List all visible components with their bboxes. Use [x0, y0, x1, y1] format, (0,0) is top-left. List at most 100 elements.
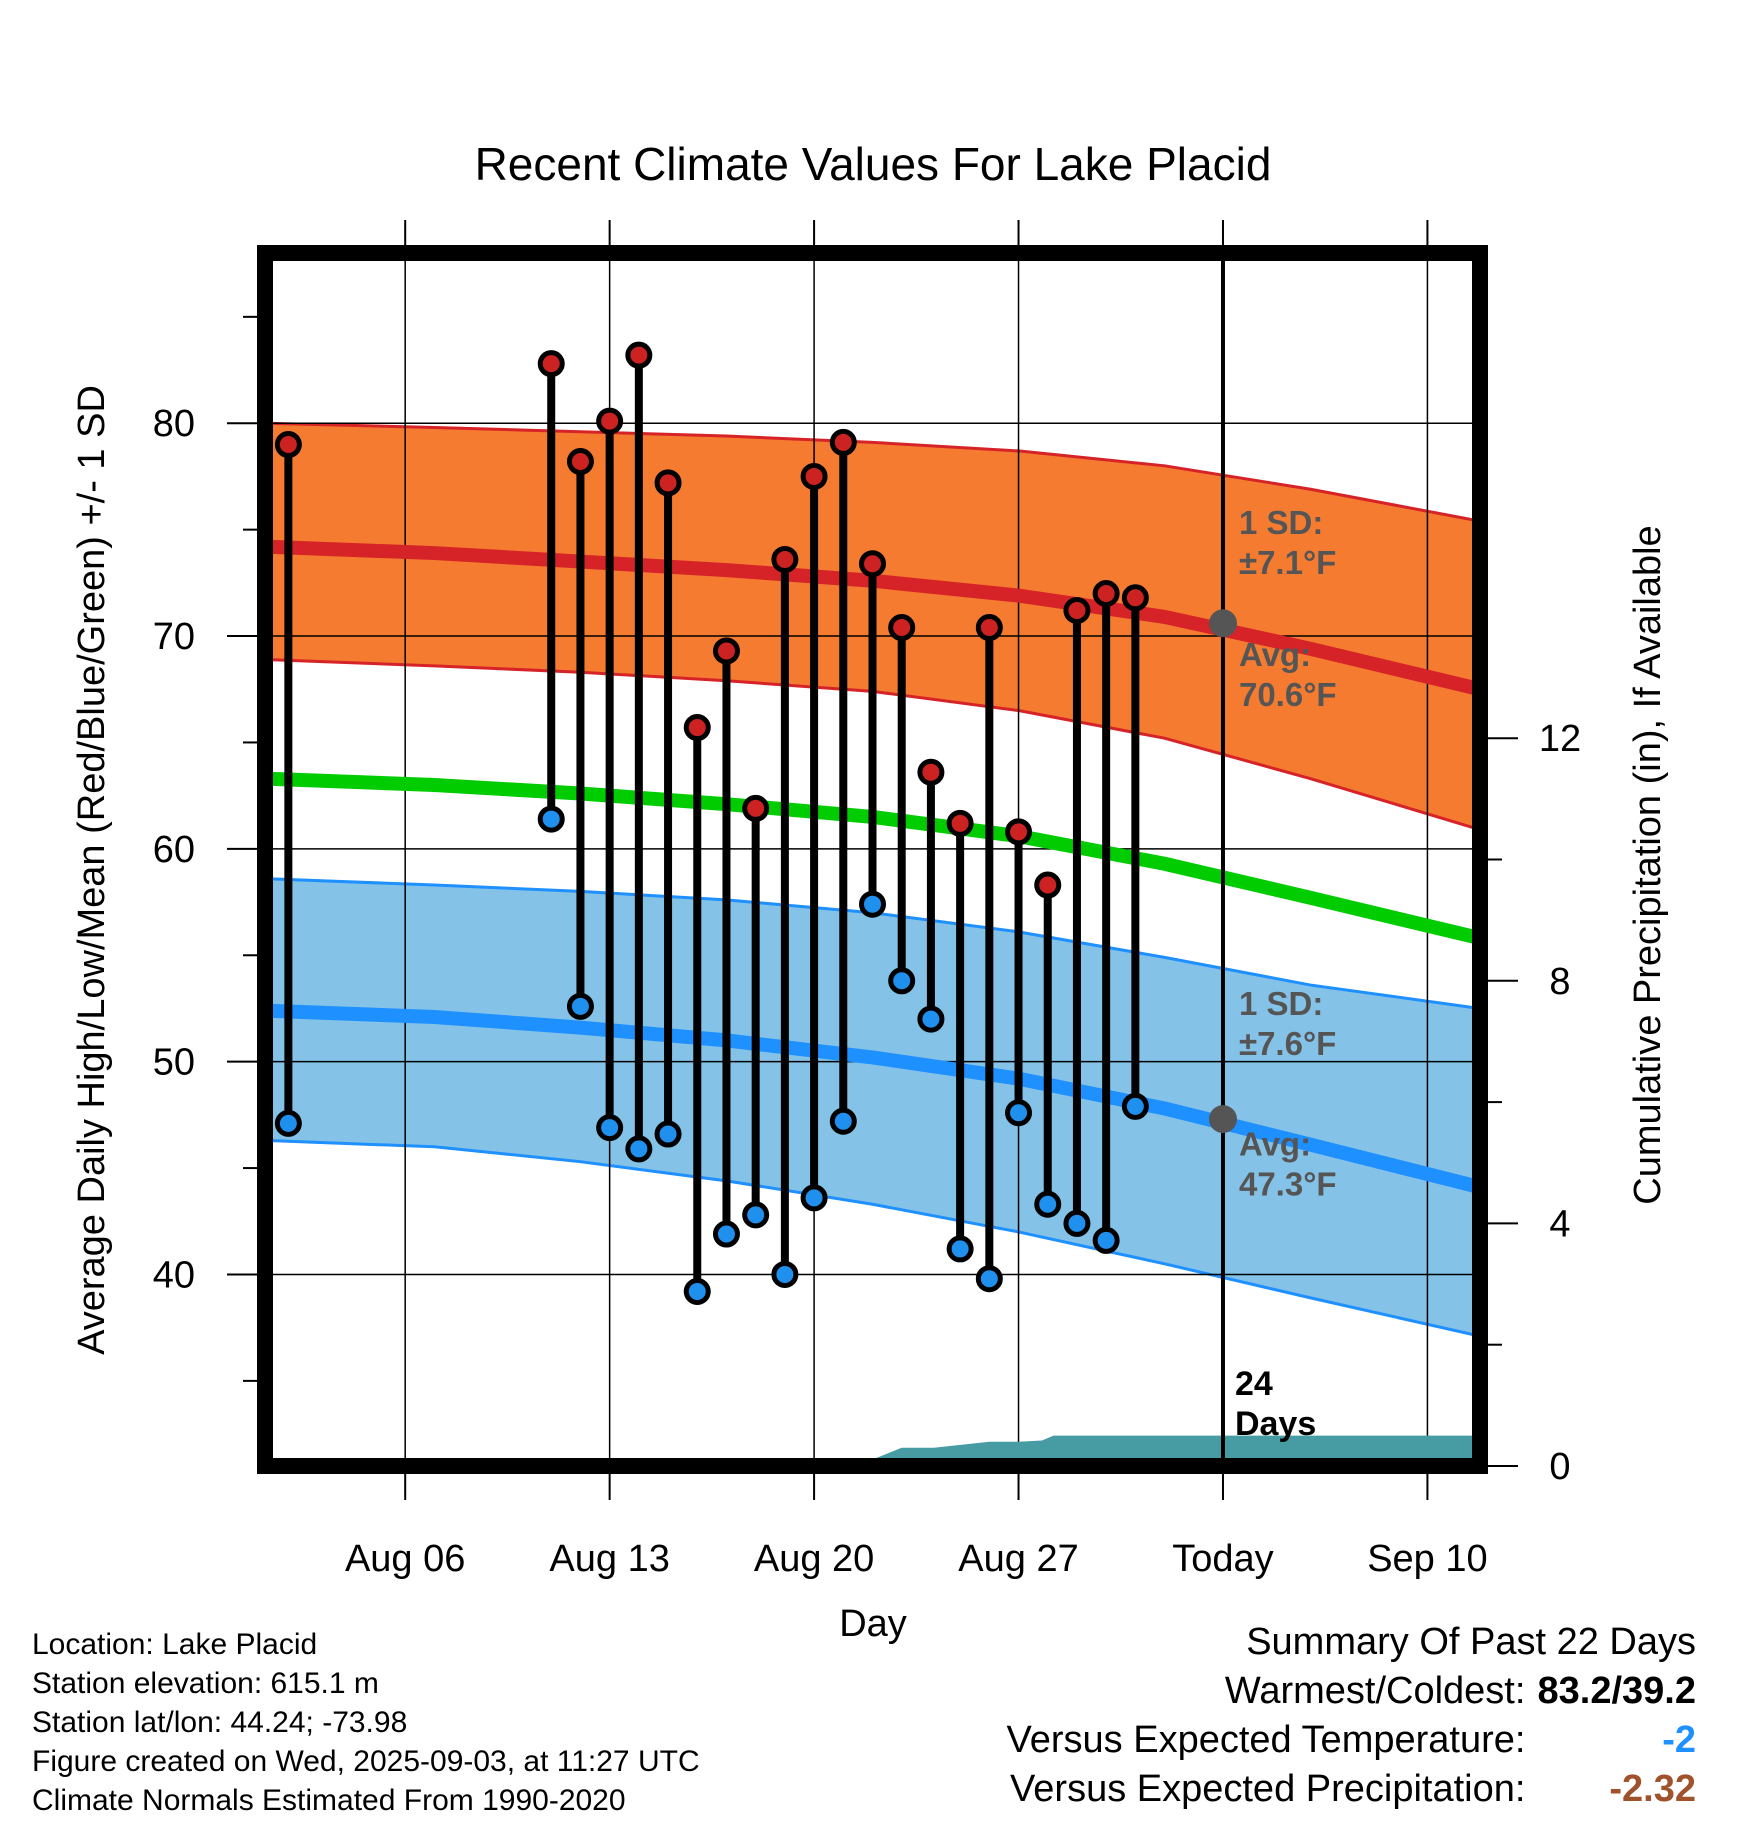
today-high-dot — [1208, 609, 1237, 638]
chart-title: Recent Climate Values For Lake Placid — [475, 138, 1272, 190]
low-point — [1063, 1209, 1091, 1237]
temp-value: -2 — [1662, 1719, 1696, 1761]
low-sd-band — [265, 878, 1480, 1337]
low-point — [800, 1184, 828, 1212]
low-point — [859, 890, 886, 918]
latlon-text: Station lat/lon: 44.24; -73.98 — [32, 1706, 408, 1739]
summary-title: Summary Of Past 22 Days — [1246, 1621, 1696, 1663]
x-tick-label: Aug 20 — [754, 1538, 874, 1580]
low-avg-annotation: Avg: 47.3°F — [1239, 1125, 1337, 1202]
today-markers — [1208, 253, 1237, 1466]
y-tick-label: 70 — [153, 616, 195, 658]
high-point — [654, 469, 682, 497]
low-point — [1034, 1190, 1062, 1218]
low-point — [566, 992, 594, 1020]
high-point — [712, 637, 740, 665]
plot-frame — [257, 245, 1488, 1474]
warm-cold-label: Warmest/Coldest: — [1224, 1670, 1526, 1712]
low-lower-edge — [265, 1138, 1480, 1338]
y2-tick-label: 0 — [1549, 1446, 1570, 1488]
temp-label: Versus Expected Temperature: — [1006, 1719, 1526, 1761]
high-point — [800, 462, 828, 490]
high-point — [566, 448, 594, 476]
high-point — [537, 350, 565, 378]
high-point — [1005, 818, 1033, 846]
high-point — [683, 714, 711, 742]
precip-label: Versus Expected Precipitation: — [1010, 1768, 1526, 1810]
y2-axis-label: Cumulative Precipitation (in), If Availa… — [1627, 525, 1669, 1204]
y2-tick-label: 8 — [1549, 961, 1570, 1003]
annotations: 1 SD: ±7.1°F Avg: 70.6°F 1 SD: ±7.6°F Avg: 47.3… — [1235, 504, 1337, 1443]
high-point — [1121, 584, 1149, 612]
high-point — [771, 545, 799, 573]
low-point — [712, 1220, 740, 1248]
high-sd-annotation: 1 SD: ±7.1°F — [1239, 504, 1336, 581]
axis-ticks: Aug 06 Aug 13 Aug 20 Aug 27 Today Sep 1040506… — [153, 220, 1581, 1580]
axis-labels: Recent Climate Values For Lake Placid Day… — [71, 138, 1669, 1645]
created-text: Figure created on Wed, 2025-09-03, at 11… — [32, 1745, 700, 1778]
low-point — [771, 1260, 799, 1288]
summary-temp: Versus Expected Temperature: -2 — [1007, 1716, 1696, 1765]
low-point — [625, 1135, 653, 1163]
daily-markers — [274, 341, 1149, 1305]
summary-warm-cold: Warmest/Coldest: 83.2/39.2 — [1007, 1667, 1696, 1716]
high-point — [596, 407, 624, 435]
y-axis-label: Average Daily High/Low/Mean (Red/Blue/Gr… — [71, 385, 113, 1355]
high-point — [1063, 597, 1091, 625]
low-normal-line — [265, 1003, 1480, 1195]
high-point — [1092, 579, 1120, 607]
x-axis-label: Day — [839, 1603, 907, 1645]
low-point — [946, 1235, 974, 1263]
high-point — [829, 428, 857, 456]
low-point — [1092, 1226, 1120, 1254]
high-upper-edge — [265, 421, 1480, 523]
high-point — [742, 794, 770, 822]
daily-stems — [284, 355, 1140, 1292]
elevation-text: Station elevation: 615.1 m — [32, 1667, 379, 1700]
high-point — [888, 614, 916, 642]
high-avg-annotation: Avg: 70.6°F — [1239, 636, 1337, 713]
low-point — [975, 1265, 1003, 1293]
x-tick-label: Aug 27 — [958, 1538, 1078, 1580]
y-tick-label: 80 — [153, 403, 195, 445]
y-tick-label: 60 — [153, 829, 195, 871]
y2-tick-label: 12 — [1539, 718, 1581, 760]
low-point — [829, 1107, 857, 1135]
high-point — [274, 431, 302, 459]
low-point — [537, 805, 565, 833]
location-text: Location: Lake Placid — [32, 1628, 318, 1661]
x-tick-label: Aug 13 — [549, 1538, 669, 1580]
days-label: 24 Days — [1235, 1365, 1316, 1443]
warm-cold-value: 83.2/39.2 — [1537, 1670, 1696, 1712]
plot-border — [257, 245, 1488, 1474]
low-point — [888, 967, 916, 995]
y-tick-label: 40 — [153, 1254, 195, 1296]
high-point — [859, 550, 886, 578]
station-info: Location: Lake Placid Station elevation:… — [32, 1625, 700, 1820]
high-point — [917, 758, 945, 786]
low-point — [742, 1201, 770, 1229]
x-tick-label: Sep 10 — [1367, 1538, 1487, 1580]
normals-text: Climate Normals Estimated From 1990-2020 — [32, 1784, 626, 1817]
high-point — [975, 614, 1003, 642]
x-tick-label: Aug 06 — [345, 1538, 465, 1580]
low-point — [917, 1005, 945, 1033]
low-point — [654, 1120, 682, 1148]
low-point — [596, 1114, 624, 1142]
high-point — [946, 809, 974, 837]
precip-value: -2.32 — [1609, 1768, 1696, 1810]
summary-precip: Versus Expected Precipitation: -2.32 — [1007, 1765, 1696, 1814]
low-sd-annotation: 1 SD: ±7.6°F — [1239, 985, 1336, 1062]
high-point — [625, 341, 653, 369]
today-low-dot — [1208, 1105, 1237, 1134]
y2-tick-label: 4 — [1549, 1203, 1570, 1245]
low-point — [1005, 1099, 1033, 1127]
x-tick-label: Today — [1172, 1538, 1273, 1580]
high-point — [1034, 871, 1062, 899]
low-point — [683, 1277, 711, 1305]
low-point — [274, 1109, 302, 1137]
summary-panel: Summary Of Past 22 Days Warmest/Coldest:… — [1007, 1618, 1696, 1814]
low-point — [1121, 1092, 1149, 1120]
y-tick-label: 50 — [153, 1042, 195, 1084]
